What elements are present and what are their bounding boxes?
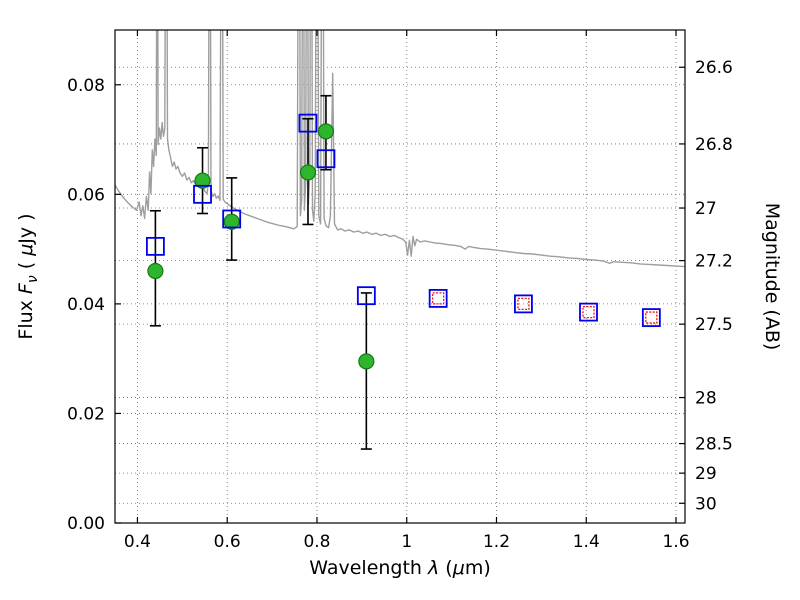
svg-text:0.8: 0.8 [303, 532, 330, 552]
svg-text:0.04: 0.04 [67, 295, 105, 315]
observed-photometry-points [147, 123, 375, 370]
x-tick-labels: 0.4 0.6 0.8 1 1.2 1.4 1.6 [124, 532, 690, 552]
svg-text:27.5: 27.5 [695, 315, 733, 335]
svg-text:27.2: 27.2 [695, 252, 733, 272]
svg-text:1: 1 [401, 532, 412, 552]
svg-text:26.8: 26.8 [695, 135, 733, 155]
right-axis-label: Magnitude (AB) [761, 203, 783, 351]
svg-text:28: 28 [695, 389, 717, 409]
svg-text:0.08: 0.08 [67, 76, 105, 96]
grid-lines [115, 30, 685, 524]
error-bars [149, 94, 372, 450]
svg-text:0.4: 0.4 [124, 532, 151, 552]
svg-text:1.2: 1.2 [483, 532, 510, 552]
x-axis-label: Wavelength λ (μm) [309, 557, 490, 579]
svg-text:1.4: 1.4 [573, 532, 600, 552]
model-photometry-squares [145, 113, 661, 327]
svg-text:28.5: 28.5 [695, 435, 733, 455]
svg-text:0.00: 0.00 [67, 514, 105, 534]
svg-text:30: 30 [695, 494, 717, 514]
svg-text:0.02: 0.02 [67, 404, 105, 424]
y-axis-label: Flux Fν ( μJy ) [15, 213, 41, 339]
svg-text:0.06: 0.06 [67, 185, 105, 205]
y-tick-labels: 0.00 0.02 0.04 0.06 0.08 [67, 76, 105, 534]
model-spectrum-line [115, 30, 685, 268]
svg-text:1.6: 1.6 [663, 532, 690, 552]
right-tick-labels: 26.6 26.8 27 27.2 27.5 28 28.5 29 30 [695, 58, 733, 514]
svg-text:0.6: 0.6 [214, 532, 241, 552]
svg-text:26.6: 26.6 [695, 58, 733, 78]
axes-box [114, 29, 686, 524]
ir-photometry-red-squares [431, 292, 658, 324]
svg-text:27: 27 [695, 199, 717, 219]
svg-text:29: 29 [695, 464, 717, 484]
tick-marks [115, 30, 685, 524]
